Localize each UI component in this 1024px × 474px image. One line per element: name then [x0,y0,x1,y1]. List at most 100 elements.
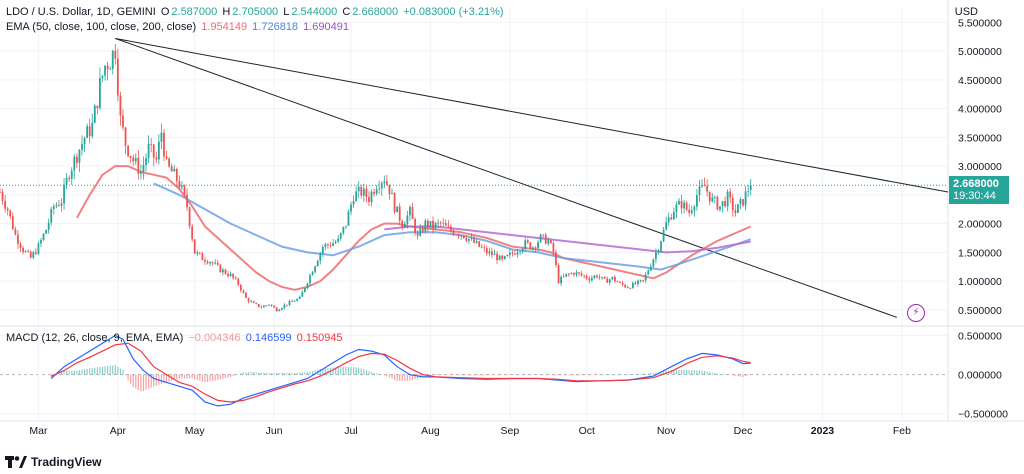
time-tick-label: Mar [29,425,48,437]
candle-body [227,273,229,276]
macd-histogram-bar [547,374,549,376]
macd-histogram-bar [232,374,234,376]
candle-body [729,191,732,198]
candle-body [204,260,206,262]
candle-body [388,184,391,195]
candle-body [373,191,375,194]
ema-legend[interactable]: EMA (50, close, 100, close, 200, close) … [6,20,351,34]
macd-histogram-bar [445,374,447,376]
candle-body [493,253,496,256]
candle-body [245,292,247,298]
currency-label[interactable]: USD [954,6,978,18]
macd-histogram-bar [499,374,501,376]
trendlines[interactable] [115,37,949,318]
macd-histogram-bar [475,374,478,376]
candle-body [560,276,563,284]
macd-histogram-bar [124,374,127,376]
macd-histogram-bar [224,374,227,379]
macd-histogram-bar [388,374,391,378]
macd-histogram-bar [122,370,124,375]
macd-histogram-bar [650,373,652,375]
candle-body [198,252,201,254]
price-tick-label: 1.000000 [958,276,1002,288]
symbol-legend[interactable]: LDO / U.S. Dollar, 1D, GEMINI O 2.587000 … [6,5,506,19]
candle-body [701,185,703,187]
candle-body [260,306,263,308]
candle-body [470,237,473,239]
macd-histogram-bar [309,371,311,375]
candle-body [524,240,527,249]
candle-body [465,238,468,241]
candle-body [270,304,273,306]
macd-histogram-bar [468,374,470,376]
macd-histogram-bar [194,374,196,380]
candle-body [37,243,40,254]
price-axis[interactable]: 5.500000 5.000000 4.500000 4.000000 3.500000… [958,17,1008,420]
macd-histogram-bar [496,374,498,376]
candle-body [193,239,196,254]
macd-legend[interactable]: MACD (12, 26, close, 9, EMA, EMA) −0.004… [6,331,345,345]
macd-histogram-bar [363,369,365,375]
candle-body [186,194,188,208]
macd-histogram-bar [68,370,70,375]
macd-histogram-bar [491,374,493,376]
macd-histogram-bar [383,374,385,376]
candle-body [339,233,342,239]
macd-histogram-bar [214,374,216,381]
candle-body [391,193,393,195]
time-axis[interactable]: Mar Apr May Jun Jul Aug Sep Oct Nov Dec 2023 Feb [29,425,911,437]
lightning-icon[interactable]: ⚡ [907,304,925,322]
macd-histogram-bar [127,374,129,381]
candle-body [214,262,217,264]
macd-histogram-bar [473,374,475,376]
macd-histogram-bar [465,374,467,376]
tradingview-logo[interactable]: TradingView [5,455,101,469]
macd-histogram-bar [414,374,416,380]
candle-body [462,235,465,239]
candle-body [183,185,186,195]
candle-body [88,126,91,137]
macd-histogram-bar [691,370,693,375]
candle-body [590,277,593,281]
macd-histogram-bar [578,374,580,376]
macd-histogram-bar [311,370,314,375]
candle-body [19,243,22,248]
macd-histogram-bar [391,374,393,379]
price-tick-label: 4.500000 [958,75,1002,87]
candle-body [534,247,537,249]
macd-histogram-bar [632,374,634,375]
macd-histogram-bar [455,374,457,376]
macd-histogram-bar [647,373,649,375]
candle-body [452,230,455,235]
macd-hist-value: −0.004346 [188,332,241,344]
candle-body [334,241,337,244]
candle-body [124,127,127,146]
high-label: H [222,6,231,18]
close-label: C [342,6,351,18]
candle-body [4,201,7,209]
candle-body [711,197,714,202]
candle-body [703,185,706,187]
macd-histogram-bar [168,374,170,382]
candle-body [106,65,109,70]
macd-histogram-bar [583,374,585,376]
macd-histogram-bar [352,367,355,375]
candle-body [206,261,209,264]
macd-histogram-bar [335,367,337,375]
candle-body [332,243,334,246]
candle-body [672,212,675,220]
candle-body [314,266,317,273]
candle-body [678,200,680,205]
macd-histogram-bar [247,372,250,375]
candle-body [65,177,68,185]
candle-body [283,304,286,309]
macd-histogram-bar [750,374,752,376]
candle-body [734,210,737,213]
macd-histogram-bar [560,374,562,376]
macd-histogram-bar [250,372,252,375]
macd-histogram-bar [150,374,152,388]
candle-body [50,208,53,223]
candle-body [693,206,696,211]
close-value: 2.668000 [352,6,399,18]
